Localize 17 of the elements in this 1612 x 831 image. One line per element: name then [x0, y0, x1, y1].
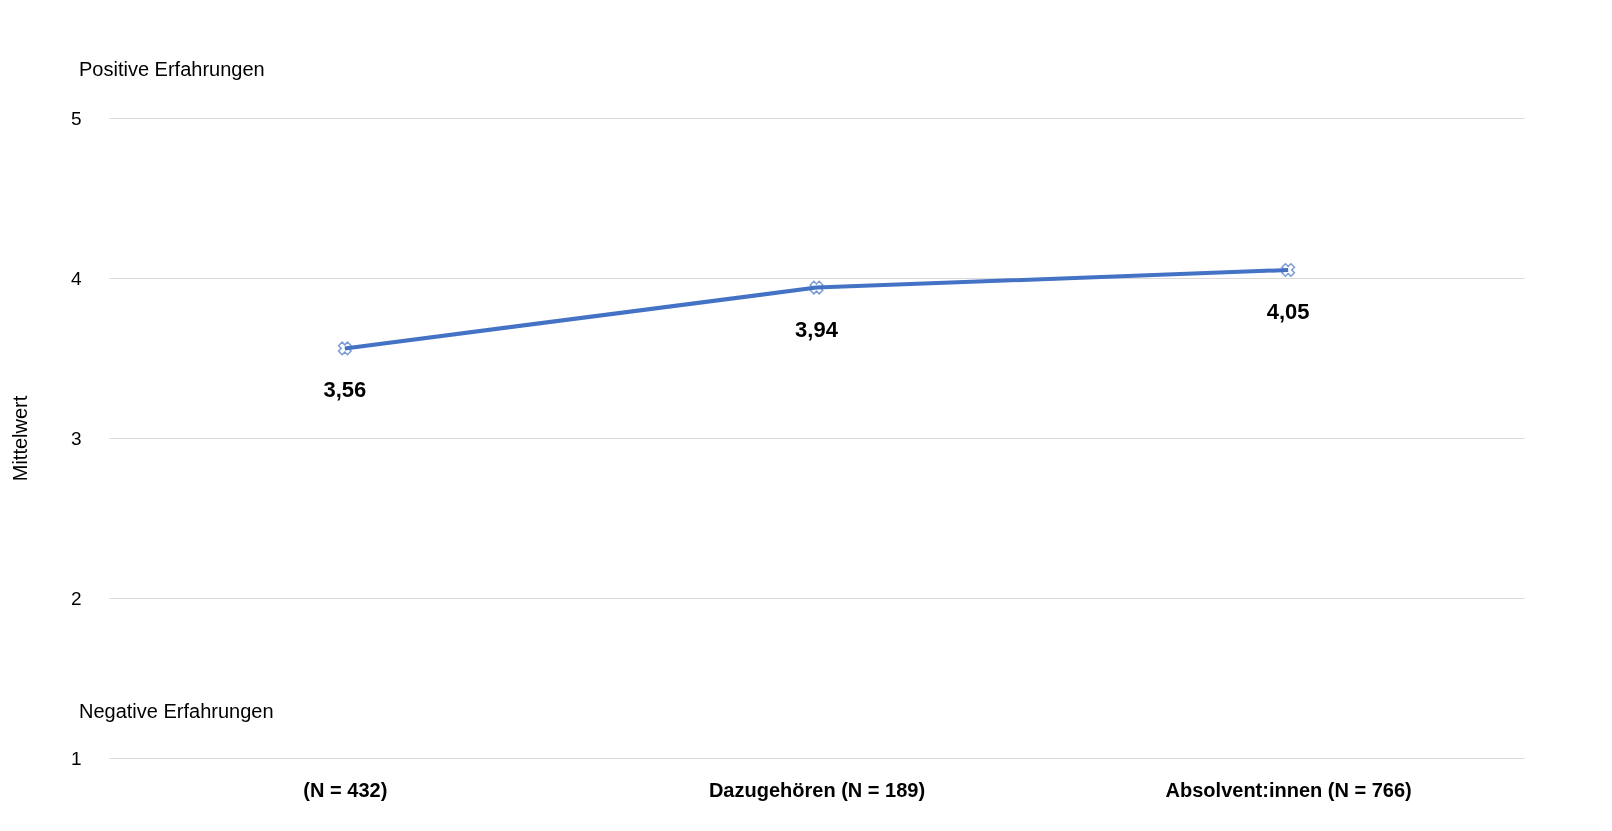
y-tick-label: 2: [70, 587, 82, 609]
x-tick-label: Absolvent:innen (N = 766): [1165, 778, 1412, 801]
text: Positive Erfahrungen: [79, 58, 265, 80]
data-label: 3,56: [323, 377, 367, 403]
point: [809, 280, 824, 295]
y-tick-label: 3: [70, 427, 82, 449]
data-label: 4,05: [1266, 299, 1310, 324]
data-label: 3,94: [795, 316, 839, 342]
point: [1281, 262, 1296, 278]
y-axis-title: Mittelwert: [8, 395, 31, 482]
annotation: Negative Erfahrungen: [79, 700, 274, 722]
x-tick-label: (N = 432): [303, 778, 388, 801]
y-tick-label: 1: [70, 747, 82, 769]
y-tick-label: 4: [70, 267, 82, 289]
point: [337, 341, 352, 356]
x-tick-label: Dazugehören (N = 189): [708, 778, 926, 801]
y-tick-label: 5: [70, 107, 82, 129]
